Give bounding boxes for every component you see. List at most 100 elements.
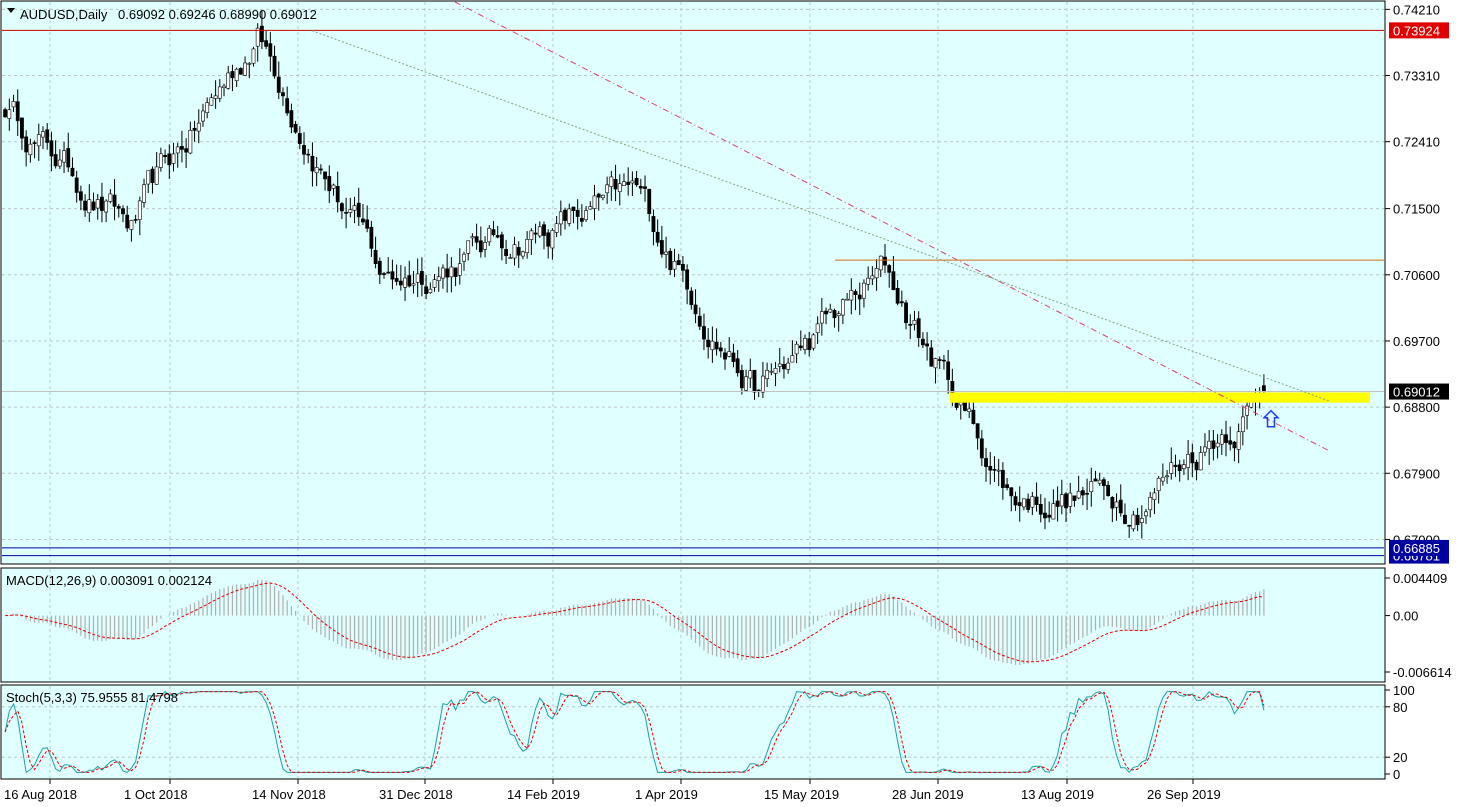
stoch-panel[interactable] (0, 684, 1386, 780)
candle-body (171, 153, 176, 164)
candle-body (558, 211, 563, 225)
candle-body (158, 153, 163, 168)
candle-body (626, 181, 631, 185)
candle-body (714, 341, 719, 350)
candle-body (340, 203, 344, 212)
candle-body (1005, 484, 1009, 488)
candle-body (251, 48, 256, 64)
candle-body (302, 145, 306, 155)
candle-body (432, 279, 437, 288)
candle-body (1097, 479, 1102, 484)
candle-body (382, 273, 386, 275)
candle-body (180, 146, 184, 150)
candle-body (62, 150, 66, 163)
candle-body (226, 72, 231, 89)
candle-body (192, 127, 197, 131)
candle-body (213, 95, 218, 99)
candle-body (592, 195, 597, 209)
candle-body (529, 230, 534, 240)
candle-body (344, 212, 349, 214)
candle-body (735, 358, 740, 374)
candle-body (45, 129, 50, 143)
candle-body (125, 214, 130, 229)
candle-body (137, 200, 142, 220)
candle-body (1261, 385, 1266, 392)
candle-body (428, 288, 433, 293)
candle-body (36, 134, 41, 147)
candle-body (1038, 504, 1043, 515)
x-tick-label: 15 May 2019 (764, 787, 839, 802)
stoch-tick-label: 0 (1393, 767, 1400, 782)
candle-body (495, 235, 500, 238)
candle-body (537, 226, 542, 237)
candle-body (1215, 442, 1220, 448)
candle-body (1009, 487, 1014, 497)
candle-body (184, 148, 189, 153)
candle-body (761, 375, 765, 393)
candle-body (622, 181, 626, 187)
macd-tick-label: -0.006614 (1393, 665, 1452, 680)
candle-body (70, 167, 75, 177)
candle-body (908, 324, 913, 326)
axis-bg (1386, 0, 1459, 807)
candlestick-series (3, 10, 1266, 539)
candle-body (28, 143, 33, 156)
candle-body (668, 250, 673, 271)
y-tick-label: 0.73310 (1393, 69, 1440, 84)
up-arrow-shape (1262, 409, 1280, 428)
candle-body (954, 402, 959, 408)
stoch-tick-label: 20 (1393, 750, 1407, 765)
candle-body (1106, 484, 1111, 496)
up-arrow-icon (1262, 409, 1280, 428)
candle-body (664, 251, 668, 255)
candle-body (95, 199, 100, 209)
candle-body (297, 133, 302, 144)
candle-body (946, 361, 951, 380)
chart-overlays (2, 1, 1384, 557)
candle-body (895, 287, 900, 304)
candle-body (710, 340, 715, 351)
candle-body (335, 186, 340, 203)
candle-body (209, 97, 214, 106)
candle-body (752, 369, 757, 393)
candle-body (681, 263, 685, 271)
candle-body (765, 370, 770, 379)
main-panel[interactable] (0, 0, 1386, 565)
candle-body (1064, 493, 1068, 509)
candle-body (407, 275, 412, 287)
candle-body (840, 299, 845, 316)
candle-body (49, 140, 54, 157)
candle-body (912, 320, 917, 325)
stoch-series (2, 690, 1384, 774)
candle-body (651, 216, 656, 233)
candle-body (445, 268, 450, 278)
candle-body (638, 186, 643, 189)
x-tick-label: 13 Aug 2019 (1021, 787, 1094, 802)
candle-body (1093, 478, 1098, 482)
support-1-tag: 0.66885 (1393, 541, 1440, 556)
candle-body (617, 183, 622, 193)
candle-body (828, 308, 833, 313)
candle-body (512, 244, 517, 259)
candle-body (1102, 479, 1106, 487)
candle-body (659, 240, 664, 255)
x-tick-label: 1 Apr 2019 (635, 787, 698, 802)
candle-body (870, 275, 875, 280)
candle-body (466, 240, 471, 254)
x-tick-label: 14 Feb 2019 (507, 787, 580, 802)
symbol-label: AUDUSD,Daily (20, 7, 108, 22)
candle-body (516, 247, 521, 256)
candle-body (373, 250, 378, 265)
candle-body (647, 188, 652, 214)
candle-body (1194, 461, 1199, 471)
candle-body (857, 294, 862, 300)
candle-body (992, 469, 997, 471)
dropdown-arrow-icon[interactable] (7, 8, 15, 13)
candle-body (188, 129, 193, 154)
candle-body (1139, 518, 1144, 523)
candle-body (121, 208, 125, 215)
candle-body (575, 209, 580, 217)
candle-body (862, 282, 866, 299)
candle-body (836, 313, 841, 316)
